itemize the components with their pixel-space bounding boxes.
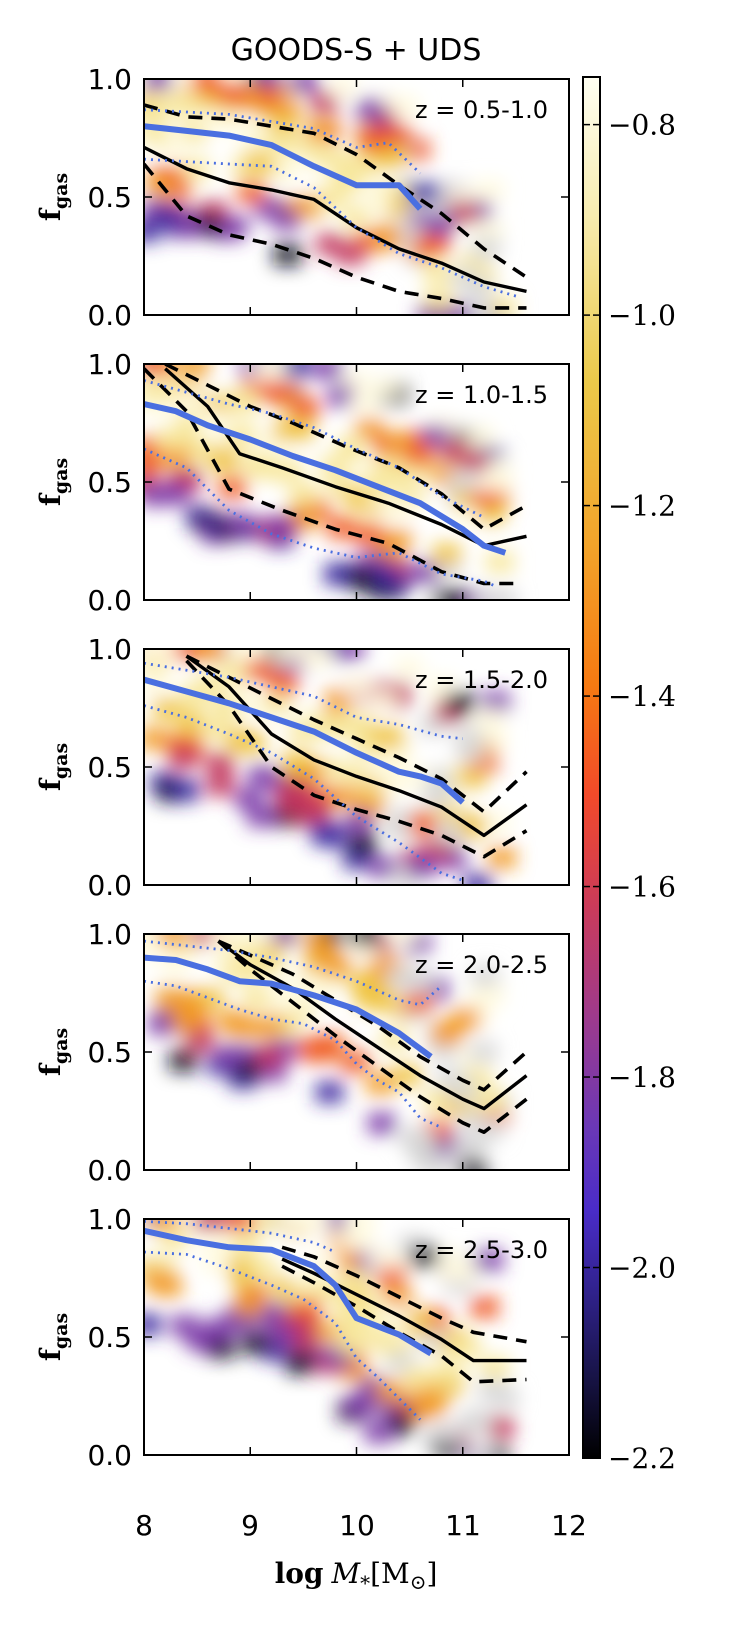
y-tick-label: 1.0	[87, 918, 132, 951]
colorbar-tick-label: −1.6	[608, 871, 676, 904]
y-axis-label: fgas	[34, 1313, 72, 1361]
series-median	[144, 145, 527, 294]
panel-5: 1.0 0.5 0.0 z = 2.5-3.0 fgas	[34, 1203, 570, 1472]
panel-2: 1.0 0.5 0.0 z = 1.0-1.5 fgas	[34, 348, 570, 617]
panel-1: 1.0 0.5 0.0 z = 0.5-1.0 fgas	[34, 63, 570, 332]
series-lower-16-84	[144, 367, 516, 586]
redshift-label: z = 1.0-1.5	[415, 381, 548, 409]
series-model-lower	[144, 1250, 422, 1421]
y-tick-label: 1.0	[87, 348, 132, 381]
x-tick-label-12: 12	[551, 1509, 587, 1542]
series-lower-16-84	[144, 162, 527, 310]
colorbar-tick-label: −2.0	[608, 1252, 676, 1285]
series-median	[164, 367, 527, 548]
y-tick-label: 0.5	[87, 1321, 132, 1354]
y-tick-label: 0.5	[87, 181, 132, 214]
colorbar-tick-label: −1.0	[608, 299, 676, 332]
series-model-upper	[144, 379, 485, 519]
series-model-mean	[144, 123, 423, 211]
y-axis-label: fgas	[34, 458, 72, 506]
series-median	[281, 1257, 527, 1363]
series-model-lower	[144, 157, 517, 298]
panel-3: 1.0 0.5 0.0 z = 1.5-2.0 fgas	[34, 633, 570, 902]
series-model-mean	[144, 954, 433, 1060]
x-tick-label-11: 11	[445, 1509, 481, 1542]
x-label-star: *	[360, 1571, 370, 1595]
redshift-label: z = 0.5-1.0	[415, 96, 548, 124]
y-tick-label: 1.0	[87, 63, 132, 96]
series-upper-16-84	[281, 1245, 527, 1344]
y-axis-label: fgas	[34, 173, 72, 221]
x-label-sun: ⊙	[410, 1570, 427, 1594]
colorbar-tick-label: −1.8	[608, 1061, 676, 1094]
x-label-log: log	[275, 1557, 324, 1590]
x-label-unit-open: [M	[370, 1557, 410, 1590]
x-tick-label-10: 10	[339, 1509, 375, 1542]
redshift-label: z = 2.5-3.0	[415, 1236, 548, 1264]
series-model-upper	[144, 939, 443, 1007]
y-tick-label: 1.0	[87, 633, 132, 666]
series-model-mean	[144, 676, 465, 805]
series-median	[185, 654, 528, 838]
series-model-lower	[144, 979, 443, 1129]
y-axis-label: fgas	[34, 1028, 72, 1076]
series-model-upper	[144, 108, 422, 175]
x-axis-label: log M*[M⊙]	[275, 1557, 438, 1595]
series-lower-16-84	[281, 1264, 527, 1384]
y-tick-label: 1.0	[87, 1203, 132, 1236]
y-tick-label: 0.0	[87, 1439, 132, 1472]
series-upper-16-84	[217, 939, 528, 1092]
y-tick-label: 0.0	[87, 869, 132, 902]
panel-4: 1.0 0.5 0.0 z = 2.0-2.5 fgas	[34, 918, 570, 1187]
figure-title: GOODS-S + UDS	[231, 33, 482, 68]
colorbar-tick-label: −1.2	[608, 490, 676, 523]
y-tick-label: 0.5	[87, 751, 132, 784]
density-map	[144, 79, 518, 315]
x-tick-label-8: 8	[135, 1509, 153, 1542]
x-label-var: M	[330, 1557, 361, 1590]
series-model-mean	[144, 1227, 433, 1357]
y-tick-label: 0.0	[87, 299, 132, 332]
x-label-unit-close: ]	[426, 1557, 437, 1590]
colorbar-gradient	[582, 76, 601, 1459]
colorbar-tick-label: −1.4	[608, 680, 676, 713]
series-median	[217, 939, 528, 1111]
series-model-upper	[144, 1220, 336, 1254]
density-map	[144, 649, 517, 885]
y-axis-label: fgas	[34, 743, 72, 791]
redshift-label: z = 2.0-2.5	[415, 951, 548, 979]
redshift-label: z = 1.5-2.0	[415, 666, 548, 694]
colorbar: −0.8 −1.0 −1.2 −1.4 −1.6 −1.8 −2.0 −2.2	[582, 76, 676, 1475]
density-map	[144, 364, 518, 600]
colorbar-tick-label: −0.8	[608, 109, 676, 142]
y-tick-label: 0.5	[87, 1036, 132, 1069]
colorbar-tick-label: −2.2	[608, 1442, 676, 1475]
x-tick-label-9: 9	[241, 1509, 259, 1542]
series-model-mean	[144, 401, 507, 556]
y-tick-label: 0.0	[87, 1154, 132, 1187]
y-tick-label: 0.0	[87, 584, 132, 617]
series-lower-16-84	[185, 659, 528, 859]
y-tick-label: 0.5	[87, 466, 132, 499]
series-upper-16-84	[185, 654, 528, 814]
series-model-upper	[144, 661, 463, 741]
x-axis: 8 9 10 11 12 log M*[M⊙]	[135, 1509, 587, 1595]
series-upper-16-84	[144, 103, 528, 279]
